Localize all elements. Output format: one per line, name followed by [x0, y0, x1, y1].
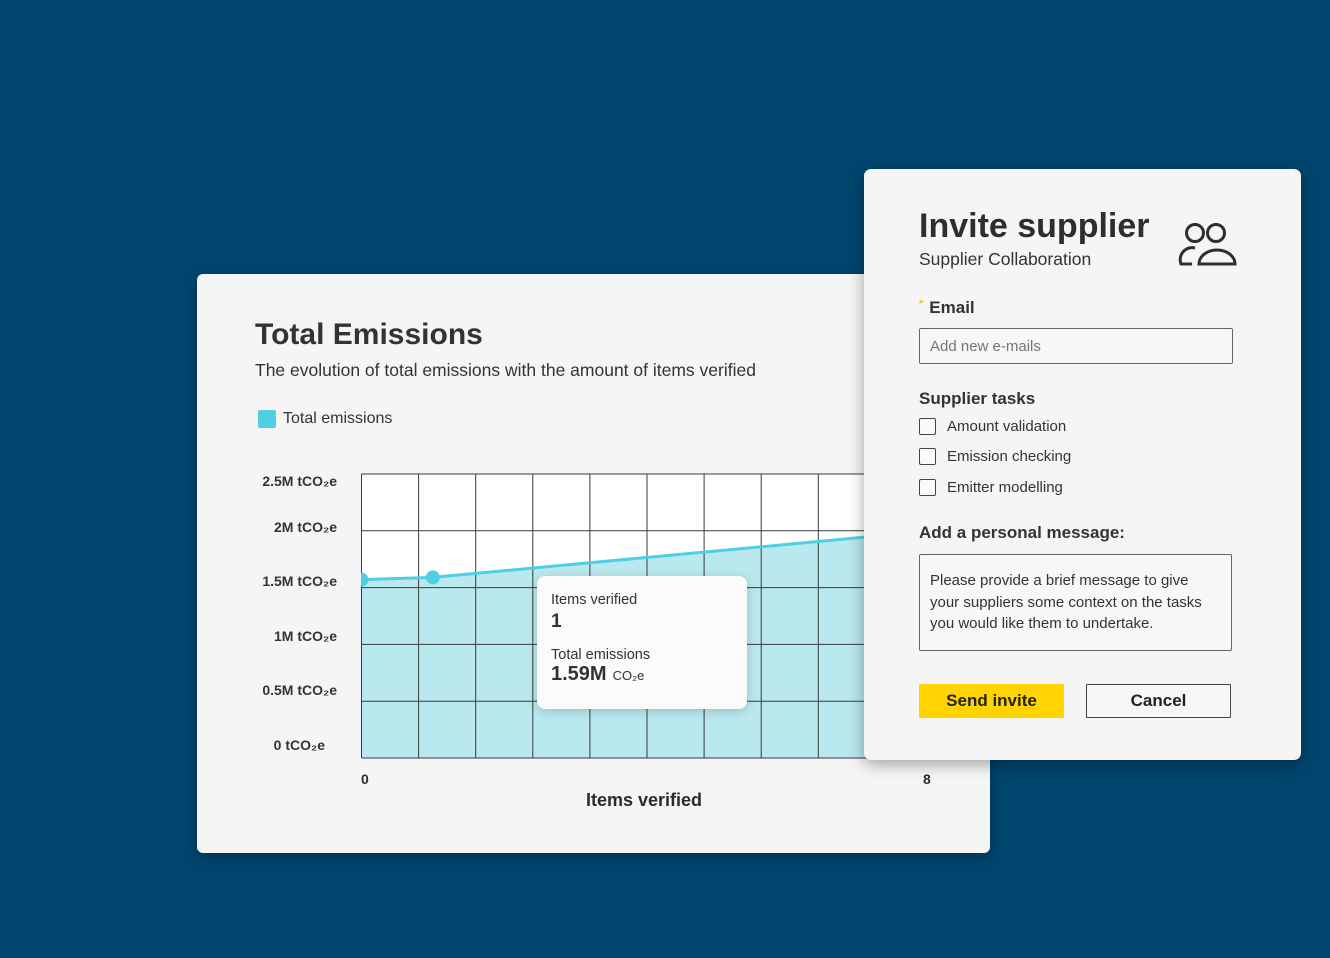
- x-tick-label: 0: [361, 771, 369, 787]
- tooltip-unit: CO₂e: [612, 668, 645, 683]
- checkbox[interactable]: [919, 479, 936, 496]
- cancel-button[interactable]: Cancel: [1086, 684, 1231, 718]
- tooltip-y-value: 1.59M CO₂e: [551, 663, 645, 685]
- y-tick-label: 0.5M tCO₂e: [262, 682, 337, 698]
- x-tick-label: 8: [923, 771, 931, 787]
- supplier-tasks-label: Supplier tasks: [919, 389, 1036, 408]
- task-checkbox-amount-validation[interactable]: Amount validation: [919, 418, 1066, 435]
- y-tick-label: 2.5M tCO₂e: [262, 473, 337, 489]
- task-checkbox-emission-checking[interactable]: Emission checking: [919, 448, 1071, 465]
- message-textarea[interactable]: [919, 554, 1232, 651]
- task-checkbox-emitter-modelling[interactable]: Emitter modelling: [919, 479, 1063, 496]
- y-tick-label: 0 tCO₂e: [273, 737, 325, 753]
- x-axis-label: Items verified: [586, 790, 703, 810]
- y-tick-label: 1M tCO₂e: [273, 628, 337, 644]
- legend-item[interactable]: Total emissions: [258, 410, 392, 428]
- legend-label: Total emissions: [283, 410, 393, 427]
- data-point: [425, 570, 440, 585]
- tooltip-x-label: Items verified: [551, 592, 638, 608]
- chart-subtitle: The evolution of total emissions with th…: [255, 360, 756, 380]
- send-invite-button[interactable]: Send invite: [919, 684, 1064, 718]
- y-tick-label: 1.5M tCO₂e: [262, 573, 337, 589]
- chart-tooltip: Items verified 1 Total emissions 1.59M CO…: [537, 576, 747, 709]
- y-tick-label: 2M tCO₂e: [273, 519, 337, 535]
- email-input[interactable]: [919, 328, 1233, 364]
- tooltip-x-value: 1: [551, 611, 562, 632]
- checkbox[interactable]: [919, 448, 936, 465]
- legend-swatch: [258, 410, 276, 428]
- email-label: * Email: [919, 298, 975, 317]
- tooltip-y-label: Total emissions: [551, 647, 651, 663]
- message-label: Add a personal message:: [919, 523, 1125, 542]
- chart-title: Total Emissions: [255, 318, 483, 351]
- data-point: [361, 572, 369, 587]
- required-mark: *: [919, 298, 924, 310]
- invite-supplier-modal: Invite supplier Supplier Collaboration *…: [864, 169, 1301, 760]
- checkbox[interactable]: [919, 418, 936, 435]
- modal-subtitle: Supplier Collaboration: [919, 249, 1092, 269]
- total-emissions-card: Total Emissions The evolution of total e…: [197, 274, 990, 853]
- modal-title: Invite supplier: [919, 207, 1150, 245]
- users-icon: [1178, 223, 1237, 266]
